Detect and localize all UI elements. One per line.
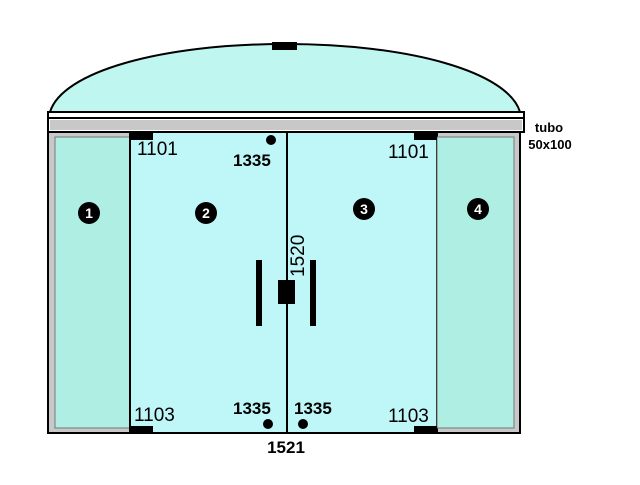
door-panel-2 <box>129 131 288 434</box>
handle-right <box>310 260 316 326</box>
hinge-bottom-right-code: 1103 <box>388 406 429 427</box>
lock-dot-top <box>266 135 276 145</box>
lock-dot-bottom-right <box>298 419 308 429</box>
hinge-bottom-right <box>414 426 437 433</box>
transom-top-fitting <box>272 42 297 50</box>
handle-left <box>256 260 262 326</box>
fixed-panel-4 <box>436 136 515 429</box>
hinge-bottom-left-code: 1103 <box>134 405 175 426</box>
lock-top-code: 1335 <box>233 151 271 170</box>
svg-text:4: 4 <box>474 201 482 217</box>
hinge-top-right-code: 1101 <box>388 142 429 163</box>
svg-text:3: 3 <box>360 201 368 217</box>
panel-badge-2: 2 <box>195 202 217 224</box>
hinge-top-left <box>130 132 153 140</box>
handle-code: 1520 <box>288 235 309 277</box>
panel-badge-4: 4 <box>467 198 489 220</box>
hinge-top-right <box>414 132 437 140</box>
top-tube-inner <box>50 120 522 130</box>
tube-label-line2: 50x100 <box>528 137 571 152</box>
center-lock-block <box>278 280 295 304</box>
svg-text:2: 2 <box>202 205 210 221</box>
hinge-top-left-code: 1101 <box>137 139 178 160</box>
arched-transom <box>48 42 522 113</box>
fixed-panel-1 <box>54 136 131 429</box>
svg-text:1: 1 <box>85 205 93 221</box>
panel-badge-3: 3 <box>353 198 375 220</box>
lock-bottom-left-code: 1335 <box>233 399 271 418</box>
tube-label-line1: tubo <box>535 120 563 135</box>
hinge-bottom-left <box>130 426 153 433</box>
lock-dot-bottom-left <box>263 419 273 429</box>
floor-lock-code: 1521 <box>267 438 305 457</box>
panel-badge-1: 1 <box>78 202 100 224</box>
door-panel-3 <box>286 131 438 434</box>
lock-bottom-right-code: 1335 <box>294 399 332 418</box>
